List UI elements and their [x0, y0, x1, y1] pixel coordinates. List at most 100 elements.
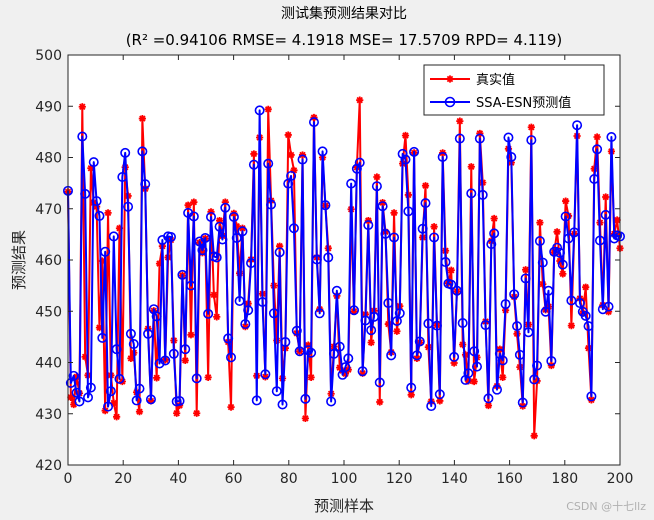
data-point-asterisk — [461, 351, 470, 359]
data-point-asterisk — [307, 373, 315, 381]
data-point-asterisk — [93, 203, 101, 211]
data-point-asterisk — [407, 391, 415, 399]
data-point-asterisk — [184, 201, 192, 209]
data-point-circle — [103, 401, 114, 412]
data-point-circle — [211, 252, 222, 263]
data-point-asterisk — [499, 373, 507, 381]
data-point-asterisk — [562, 197, 570, 205]
y-tick-label: 490 — [35, 99, 62, 115]
y-tick-label: 430 — [35, 407, 62, 423]
data-point-circle — [540, 306, 551, 317]
data-point-circle — [80, 188, 91, 199]
data-point-asterisk — [553, 228, 561, 236]
data-point-asterisk — [602, 193, 610, 201]
data-point-circle — [572, 120, 583, 131]
watermark-text: CSDN @十七llz — [566, 500, 646, 513]
data-point-circle — [469, 346, 480, 357]
data-point-asterisk — [604, 308, 613, 316]
data-point-circle — [589, 174, 600, 185]
data-point-asterisk — [95, 324, 104, 332]
legend-label: 真实值 — [476, 72, 515, 88]
x-tick-label: 180 — [551, 471, 578, 487]
data-point-asterisk — [70, 400, 78, 409]
data-point-circle — [303, 345, 314, 356]
data-point-circle — [520, 273, 531, 284]
data-point-asterisk — [87, 164, 95, 172]
data-point-asterisk — [464, 377, 473, 385]
data-point-asterisk — [241, 323, 249, 331]
data-point-asterisk — [341, 370, 350, 378]
data-point-asterisk — [135, 408, 144, 416]
data-point-circle — [554, 247, 565, 258]
data-point-circle — [351, 163, 362, 174]
data-point-circle — [603, 301, 614, 312]
data-point-circle — [420, 198, 431, 209]
data-point-circle — [529, 374, 540, 385]
data-point-asterisk — [238, 224, 247, 232]
data-point-circle — [426, 401, 437, 412]
data-point-asterisk — [450, 359, 458, 367]
data-point-circle — [357, 366, 368, 377]
data-point-circle — [234, 295, 245, 306]
data-point-circle — [363, 220, 374, 231]
x-tick-label: 60 — [225, 471, 243, 487]
ticks-layer: 0 20 40 60 80 100 120 140 160 180 200 420 430 440 450 4… — [35, 48, 633, 487]
data-point-asterisk — [264, 105, 272, 113]
data-point-circle — [277, 399, 288, 410]
data-point-asterisk — [530, 432, 538, 440]
data-point-asterisk — [155, 259, 164, 268]
data-point-asterisk — [127, 354, 135, 362]
data-point-asterisk — [421, 182, 430, 190]
data-point-circle — [586, 391, 597, 402]
data-point-circle — [206, 211, 217, 222]
data-point-circle — [226, 352, 237, 363]
data-point-circle — [237, 226, 248, 237]
data-point-asterisk — [467, 163, 475, 171]
data-point-asterisk — [390, 209, 398, 217]
y-tick-label: 470 — [35, 202, 62, 218]
data-point-asterisk — [490, 214, 498, 223]
data-point-asterisk — [350, 307, 358, 315]
legend-marker-asterisk — [446, 75, 454, 83]
data-point-asterisk — [284, 131, 292, 139]
data-point-asterisk — [593, 133, 601, 141]
data-point-asterisk — [81, 353, 89, 361]
data-point-circle — [474, 133, 485, 144]
data-point-asterisk — [290, 166, 298, 174]
data-point-asterisk — [210, 291, 218, 299]
data-point-circle — [220, 202, 231, 213]
data-point-asterisk — [104, 209, 112, 217]
data-point-circle — [100, 246, 111, 257]
data-point-asterisk — [287, 151, 295, 159]
data-point-asterisk — [181, 356, 189, 365]
data-point-circle — [360, 315, 371, 326]
data-point-circle — [123, 201, 134, 212]
x-tick-label: 0 — [64, 471, 73, 487]
data-point-circle — [600, 209, 611, 220]
y-tick-label: 440 — [35, 356, 62, 372]
data-point-circle — [377, 201, 388, 212]
legend-marker-circle — [444, 96, 456, 108]
series-layer — [62, 96, 625, 440]
data-point-circle — [203, 308, 214, 319]
data-point-circle — [160, 355, 171, 366]
data-point-circle — [500, 299, 511, 310]
x-tick-label: 20 — [114, 471, 132, 487]
data-point-circle — [191, 373, 202, 384]
data-point-circle — [165, 231, 176, 242]
data-point-asterisk — [115, 224, 124, 232]
data-point-asterisk — [98, 257, 106, 265]
data-point-circle — [246, 258, 257, 269]
data-point-circle — [403, 206, 414, 217]
data-point-circle — [466, 188, 477, 199]
data-point-asterisk — [301, 414, 309, 422]
data-point-asterisk — [456, 117, 464, 125]
data-point-circle — [240, 319, 251, 330]
data-point-circle — [606, 132, 617, 143]
data-point-asterisk — [204, 373, 212, 381]
y-tick-label: 450 — [35, 304, 62, 320]
data-point-circle — [343, 353, 354, 364]
data-point-circle — [543, 285, 554, 296]
data-point-asterisk — [198, 249, 207, 257]
